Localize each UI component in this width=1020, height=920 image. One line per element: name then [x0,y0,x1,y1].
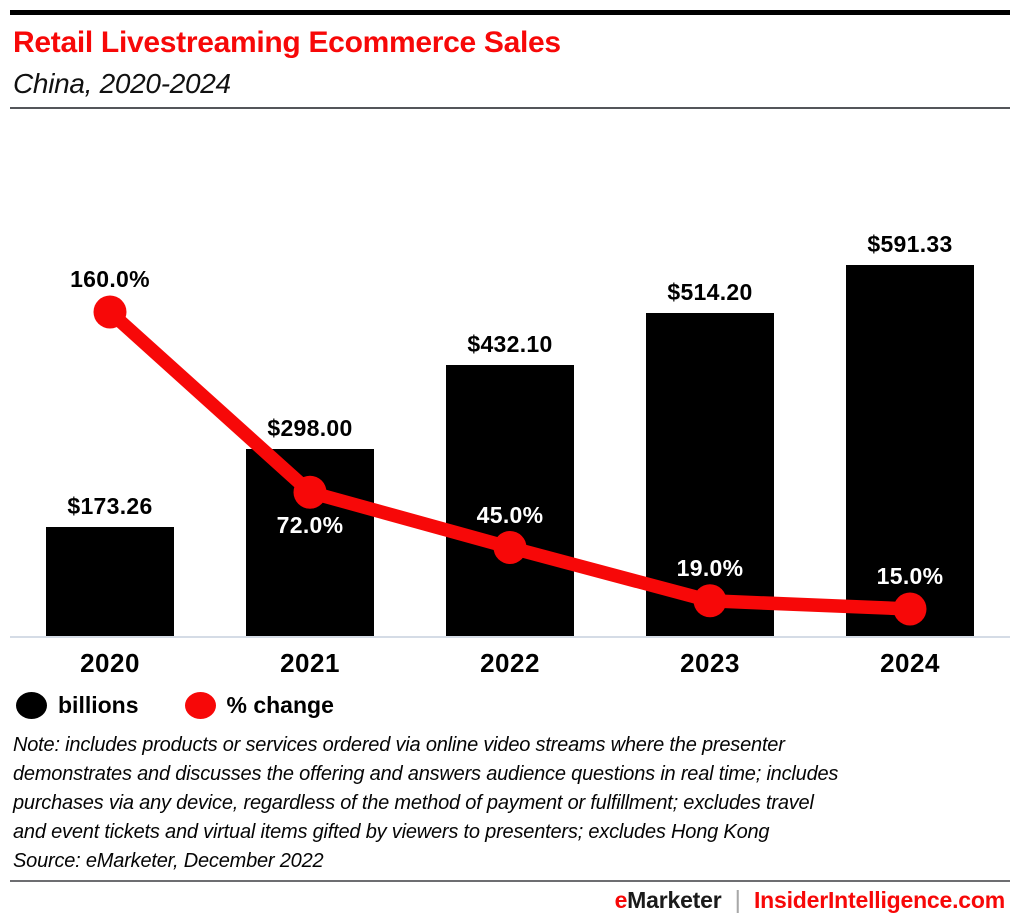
bar-value-label: $173.26 [67,493,153,519]
note-line: purchases via any device, regardless of … [13,792,814,814]
note-text: Note: includes products or services orde… [13,731,1003,876]
bar-value-label: $298.00 [267,415,353,441]
x-axis-label: 2021 [280,648,340,678]
legend: billions % change [16,692,334,719]
footer-separator: | [734,886,741,914]
footer-divider [10,880,1010,882]
bar-value-label: $432.10 [467,331,553,357]
billions-dot-icon [16,692,47,719]
bar-2023 [646,313,774,636]
legend-item-pct-change: % change [184,692,334,719]
top-accent-bar [10,10,1010,15]
line-point-label: 72.0% [276,512,344,539]
line-point-label: 15.0% [876,562,944,589]
legend-item-billions: billions [16,692,139,719]
bar-value-label: $514.20 [667,279,753,305]
source-line: Source: eMarketer, December 2022 [13,850,324,872]
legend-label: billions [58,692,139,718]
note-line: Note: includes products or services orde… [13,734,785,756]
x-axis-label: 2024 [880,648,940,678]
chart-subtitle: China, 2020-2024 [13,68,231,99]
emarketer-logo: eMarketer [615,887,722,914]
bar-value-label: $591.33 [867,231,953,257]
legend-label: % change [226,692,334,718]
line-point-label: 19.0% [676,554,744,581]
bar-2022 [446,365,574,636]
line-point-label: 160.0% [70,266,150,293]
x-axis-baseline [10,636,1010,638]
insider-intelligence-link[interactable]: InsiderIntelligence.com [753,887,1005,913]
emarketer-logo-e: e [614,887,628,913]
x-axis-label: 2020 [80,648,140,678]
line-point [93,295,127,329]
footer: eMarketer | InsiderIntelligence.com [615,886,1006,915]
note-line: demonstrates and discusses the offering … [13,763,839,785]
bar-2020 [46,527,174,636]
x-axis-label: 2023 [680,648,740,678]
emarketer-logo-rest: Marketer [627,887,722,913]
line-point-label: 45.0% [476,501,544,528]
bar-2021 [246,449,374,636]
note-line: and event tickets and virtual items gift… [13,821,770,843]
header-divider [10,107,1010,109]
chart-plot: $173.26 160.0% 2020 $298.00 72.0% 2021 $432.10… [0,110,1020,678]
pct-change-dot-icon [184,692,216,719]
chart-title: Retail Livestreaming Ecommerce Sales [13,26,561,59]
x-axis-label: 2022 [480,648,540,678]
